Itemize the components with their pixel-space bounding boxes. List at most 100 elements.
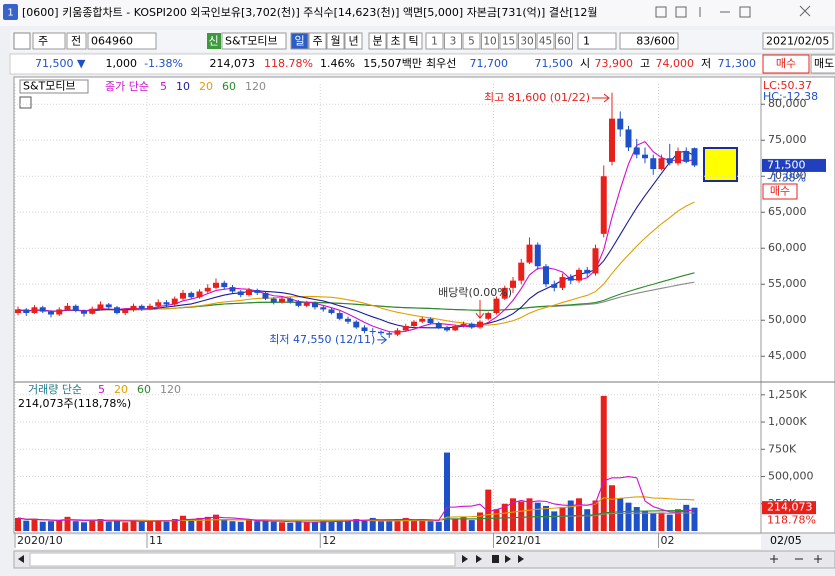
x-tick-label: 2020/10: [17, 534, 63, 547]
candle-body: [534, 244, 541, 267]
volume-bar: [64, 516, 71, 531]
buy-tab[interactable]: [762, 54, 810, 74]
interval-button[interactable]: [536, 32, 555, 50]
volume-bar: [600, 395, 607, 531]
quote-low-label: 저: [701, 57, 711, 70]
quote-open: 73,900: [595, 57, 634, 70]
volume-tag-rate: 118.78%: [767, 514, 816, 527]
scroll-controls[interactable]: [18, 555, 822, 563]
candle-body: [576, 269, 582, 281]
name-box: [221, 32, 287, 50]
interval-button[interactable]: [444, 32, 462, 50]
candle-body: [675, 151, 681, 164]
candle-body: [650, 158, 657, 170]
toolbar-menu[interactable]: [13, 32, 31, 50]
code-input[interactable]: [87, 32, 157, 50]
volume-bar: [89, 520, 96, 531]
volume-bar: [130, 520, 137, 531]
volume-bar: [81, 522, 87, 531]
volume-note: 214,073주(118,78%): [18, 397, 131, 410]
volume-bar: [246, 520, 252, 531]
volume-bar: [386, 520, 393, 531]
interval-button[interactable]: [425, 32, 444, 50]
x-tick-label: 02: [661, 534, 675, 547]
candle-body: [279, 298, 285, 303]
volume-legend-period: 20: [114, 383, 128, 396]
volume-bar: [72, 521, 79, 531]
date-box[interactable]: [762, 32, 834, 50]
volume-bar: [378, 521, 384, 531]
high-arrow: [592, 93, 610, 103]
window-icon-label: 1: [7, 8, 13, 19]
period-button[interactable]: [386, 32, 405, 50]
candle-body: [254, 290, 261, 293]
volume-bar: [303, 522, 310, 531]
volume-bar: [477, 512, 483, 531]
period-button[interactable]: [308, 32, 327, 50]
selection-box[interactable]: [703, 147, 738, 182]
quote-high-label: 고: [640, 57, 650, 70]
interval-button[interactable]: [481, 32, 499, 50]
grid-icon[interactable]: [19, 96, 32, 109]
period-button[interactable]: [326, 32, 345, 50]
price-legend-period: 5: [160, 80, 167, 93]
volume-bar: [666, 514, 673, 531]
volume-legend-period: 120: [160, 383, 181, 396]
volume-bar: [369, 517, 376, 531]
candle-body: [518, 262, 525, 281]
candle-body: [89, 308, 96, 314]
volume-bar: [584, 509, 591, 531]
volume-bar: [543, 505, 549, 531]
y-tick-label: 75,000: [768, 133, 807, 146]
market-button[interactable]: [66, 32, 87, 50]
candle-body: [427, 318, 434, 324]
volume-bar: [287, 522, 294, 531]
candle-body: [666, 158, 673, 164]
volume-legend-label: 거래량 단순: [28, 383, 82, 396]
price-legend-period: 60: [222, 80, 236, 93]
interval-button[interactable]: [462, 32, 481, 50]
candle-body: [221, 282, 228, 288]
y-tick-label: 55,000: [768, 277, 807, 290]
candle-body: [336, 313, 343, 319]
volume-bar: [237, 521, 244, 531]
volume-bar: [345, 520, 351, 531]
interval-label: 60: [557, 36, 570, 48]
count-select[interactable]: [577, 32, 617, 50]
volume-ma-line: [17, 475, 695, 523]
candle-body: [411, 321, 417, 326]
period-button[interactable]: [344, 32, 363, 50]
candle-body: [625, 129, 632, 148]
volume-bar: [485, 489, 492, 531]
candle-body: [213, 282, 219, 288]
candle-body: [196, 291, 203, 298]
period-button[interactable]: [404, 32, 423, 50]
interval-button[interactable]: [518, 32, 536, 50]
candle-body: [328, 309, 335, 314]
volume-bar: [625, 502, 632, 531]
volume-bar: [609, 485, 615, 531]
period-label: 주: [312, 35, 322, 48]
interval-button[interactable]: [499, 32, 518, 50]
credit-text: 신: [209, 35, 219, 48]
period-button[interactable]: [368, 32, 387, 50]
title-buttons[interactable]: [655, 5, 811, 18]
buy-button[interactable]: [762, 183, 798, 200]
candle-body: [386, 333, 393, 335]
period-button[interactable]: [290, 32, 309, 50]
kind-select[interactable]: [32, 32, 66, 50]
candle-body: [402, 326, 409, 331]
scroll-track[interactable]: [29, 552, 456, 567]
candle-body: [468, 323, 475, 328]
quote-volume: 214,073: [210, 57, 256, 70]
sell-tab[interactable]: [810, 54, 835, 74]
volume-legend-period: 60: [137, 383, 151, 396]
quote-rate: -1.38%: [144, 57, 183, 70]
candle-body: [15, 309, 21, 314]
market-label: 전: [71, 35, 81, 48]
candle-body: [81, 310, 87, 314]
interval-button[interactable]: [555, 32, 573, 50]
candle-body: [155, 302, 162, 306]
credit-badge: [207, 33, 221, 49]
candle-body: [48, 311, 54, 315]
